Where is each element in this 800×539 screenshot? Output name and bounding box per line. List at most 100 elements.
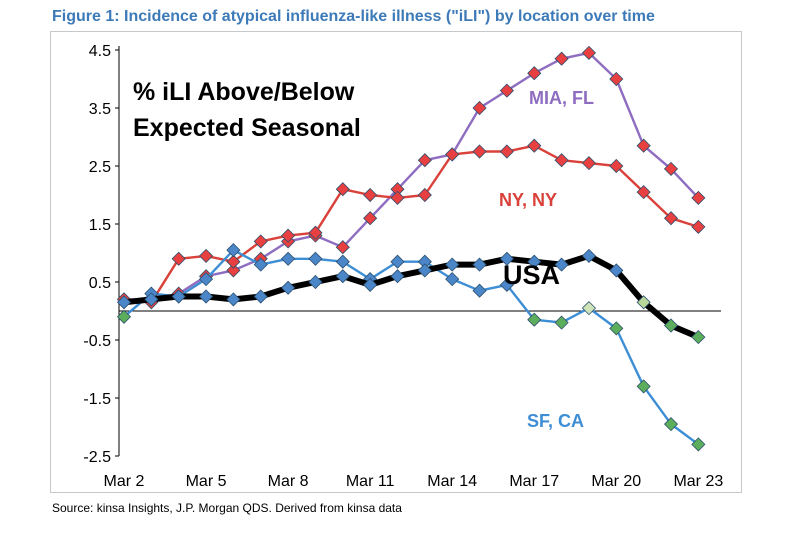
plot-area: 4.5 3.5 2.5 1.5 0.5 -0.5 -1.5 -2.5 Mar 2 Mar 5 Mar… (50, 31, 742, 493)
data-point (609, 158, 624, 174)
data-point (308, 251, 323, 266)
data-point (281, 251, 296, 266)
data-point (390, 190, 405, 205)
data-point (636, 185, 651, 200)
data-point (691, 330, 706, 345)
data-point (363, 211, 378, 226)
data-point (499, 144, 514, 159)
data-point (554, 51, 569, 66)
x-tick-label: Mar 8 (268, 473, 309, 490)
data-point (609, 71, 624, 87)
data-point (581, 156, 597, 171)
data-point (691, 437, 706, 452)
data-point (527, 254, 542, 269)
data-point (445, 272, 460, 287)
data-point (198, 248, 214, 263)
series-label-sf-ca: SF, CA (527, 411, 584, 431)
data-point (472, 257, 487, 272)
figure-title: Figure 1: Incidence of atypical influenz… (52, 8, 655, 25)
data-point (335, 240, 350, 255)
data-point (417, 153, 432, 168)
data-point (253, 257, 268, 272)
data-point (691, 219, 706, 234)
line-chart: 4.5 3.5 2.5 1.5 0.5 -0.5 -1.5 -2.5 Mar 2 Mar 5 Mar… (83, 43, 723, 490)
data-point (335, 182, 350, 197)
series-label-usa: USA (503, 260, 560, 290)
data-point (499, 251, 514, 266)
data-point (663, 318, 679, 333)
data-point (636, 379, 651, 394)
data-point (636, 295, 651, 310)
y-tick-label: 1.5 (89, 217, 111, 234)
data-point (609, 321, 624, 336)
series-label-mia-fl: MIA, FL (529, 88, 594, 108)
y-tick-label: 4.5 (89, 43, 111, 60)
data-point (226, 263, 241, 278)
data-point (472, 144, 487, 159)
data-point (116, 295, 132, 310)
x-tick-label: Mar 23 (673, 473, 723, 490)
data-point (308, 225, 323, 240)
data-point (363, 277, 378, 292)
data-point (554, 257, 569, 272)
x-tick-label: Mar 2 (104, 473, 145, 490)
data-point (499, 277, 514, 292)
chart-annotation-line: % iLI Above/Below (133, 78, 355, 106)
data-point (581, 248, 597, 263)
series-line-sf-ca (123, 248, 700, 446)
data-point (663, 211, 679, 226)
data-point (226, 243, 241, 258)
data-point (390, 269, 405, 284)
x-tick-label: Mar 5 (186, 473, 227, 490)
data-point (335, 269, 350, 284)
series-line-mia-fl (124, 51, 700, 301)
data-point (581, 45, 597, 60)
x-tick-label: Mar 11 (346, 473, 395, 490)
series-label-ny-ny: NY, NY (499, 190, 557, 210)
chart-annotation-line: Expected Seasonal (133, 114, 361, 142)
data-point (527, 138, 542, 153)
data-point (663, 417, 679, 432)
data-point (171, 251, 186, 266)
data-point (417, 187, 432, 203)
data-point (663, 161, 679, 176)
data-point (281, 280, 296, 295)
data-point (253, 289, 268, 304)
data-point (527, 66, 542, 81)
data-point (116, 309, 132, 324)
data-point (363, 187, 378, 203)
y-tick-label: 2.5 (89, 159, 111, 176)
y-tick-label: -0.5 (83, 333, 111, 350)
data-point (445, 147, 460, 162)
data-point (253, 234, 268, 249)
data-point (581, 301, 597, 316)
data-point (499, 83, 514, 98)
series-line-usa (123, 252, 700, 340)
x-tick-label: Mar 20 (591, 473, 641, 490)
data-point (636, 138, 651, 153)
data-point (226, 254, 241, 269)
data-point (308, 274, 323, 290)
data-point (472, 100, 487, 116)
data-point (390, 254, 405, 269)
y-tick-label: -2.5 (83, 449, 111, 466)
data-point (198, 272, 214, 287)
y-tick-label: 3.5 (89, 101, 111, 118)
data-point (445, 257, 460, 272)
data-point (198, 289, 214, 304)
data-point (609, 263, 624, 278)
source-note: Source: kinsa Insights, J.P. Morgan QDS.… (52, 501, 402, 515)
data-point (335, 254, 350, 269)
data-point (417, 263, 432, 278)
x-tick-label: Mar 17 (509, 473, 559, 490)
data-point (226, 292, 241, 307)
data-point (527, 312, 542, 327)
data-point (144, 292, 159, 307)
y-tick-label: 0.5 (89, 275, 111, 292)
data-point (554, 153, 569, 168)
data-point (472, 283, 487, 298)
y-tick-label: -1.5 (83, 391, 111, 408)
data-point (281, 228, 296, 243)
data-point (554, 315, 569, 330)
series-line-ny-ny (123, 144, 699, 304)
